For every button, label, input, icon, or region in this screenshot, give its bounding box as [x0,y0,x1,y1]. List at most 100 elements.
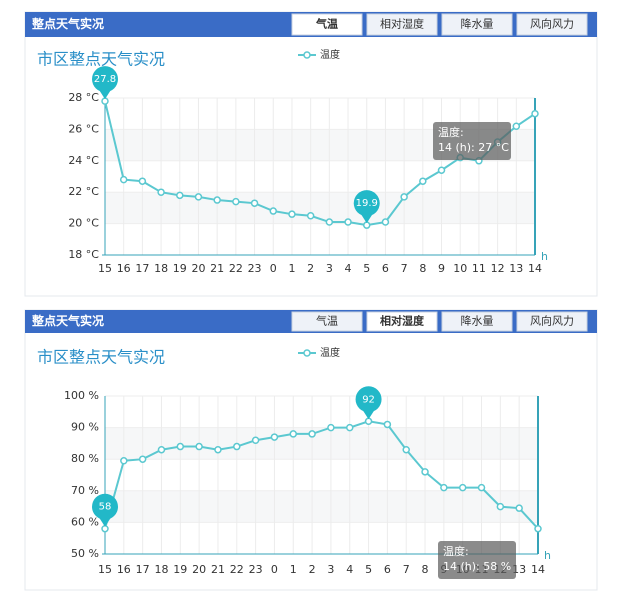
x-tick-label: 22 [230,563,244,576]
point [458,483,467,492]
point [400,193,408,201]
point [512,122,521,131]
header-title: 整点天气实况 [31,16,104,31]
tooltip [433,122,511,160]
tab[interactable] [516,13,588,36]
point [176,442,185,451]
x-tick-label: 20 [191,262,205,275]
x-tick-label: 3 [327,563,334,576]
y-tick-label: 70 % [71,484,99,497]
point [251,436,260,444]
tooltip-text: 14 (h): 58 % [443,560,511,573]
y-tick-label: 22 °C [68,185,99,198]
x-tick-label: 5 [363,262,370,275]
y-tick-label: 18 °C [68,248,99,261]
point [327,423,335,432]
tab[interactable] [516,311,588,332]
x-tick-label: 21 [211,563,225,576]
x-tick-label: 4 [346,563,353,576]
x-tick-label: 6 [382,262,389,275]
pin-label: 19.9 [356,198,378,209]
y-tick-label: 50 % [71,547,99,560]
point [383,420,392,429]
header-title: 整点天气实况 [31,313,104,328]
point [194,193,203,201]
point [269,207,278,215]
y-tick-label: 80 % [71,452,99,465]
x-unit: h [541,250,548,263]
point [288,210,296,218]
y-tick-label: 24 °C [68,154,99,167]
tooltip-text: 温度: [438,125,464,139]
tab-label[interactable]: 气温 [316,314,338,328]
point [440,483,448,492]
tab[interactable] [366,13,438,36]
point [531,109,539,118]
point [157,188,165,196]
tab-label[interactable]: 气温 [315,17,338,31]
point [138,177,147,185]
tab-label[interactable]: 风向风力 [530,17,574,31]
legend-marker [303,349,311,357]
x-tick-label: 15 [98,262,112,275]
tooltip-text: 温度: [443,544,469,558]
point [515,504,523,512]
x-unit: h [544,549,551,562]
point [195,442,203,451]
point [157,445,166,454]
tab-label[interactable]: 相对湿度 [380,314,425,328]
pin [92,66,118,93]
point [214,445,222,454]
x-tick-label: 19 [173,563,187,576]
tab-label[interactable]: 风向风力 [530,314,574,328]
x-tick-label: 1 [288,262,295,275]
tab[interactable] [441,311,513,332]
tab[interactable] [366,311,438,332]
pin-label: 92 [362,394,375,405]
pin-label: 58 [99,502,112,513]
x-tick-label: 0 [271,563,278,576]
point [119,175,128,184]
x-tick-label: 8 [419,262,426,275]
x-tick-label: 22 [229,262,243,275]
tab-label[interactable]: 降水量 [461,314,494,328]
tab-label[interactable]: 降水量 [461,17,494,31]
tab[interactable] [291,13,363,36]
x-tick-label: 2 [307,262,314,275]
point [176,191,184,200]
x-tick-label: 0 [270,262,277,275]
point [477,483,486,492]
point [138,455,147,463]
legend-label: 温度 [320,48,340,61]
tab[interactable] [441,13,513,36]
grid-band [105,490,538,523]
point [232,197,240,206]
chart-title: 市区整点天气实况 [37,50,165,69]
legend-label: 温度 [320,346,340,359]
x-tick-label: 3 [326,262,333,275]
x-tick-label: 13 [509,262,523,275]
tab[interactable] [291,311,363,332]
tooltip [438,541,516,579]
point [421,468,429,476]
point [437,166,446,174]
point [270,433,279,441]
x-tick-label: 9 [438,262,445,275]
x-tick-label: 14 [531,563,545,576]
x-tick-label: 7 [403,563,410,576]
chart-title: 市区整点天气实况 [37,348,165,367]
point [345,423,354,432]
x-tick-label: 23 [249,563,263,576]
y-tick-label: 60 % [71,515,99,528]
y-tick-label: 100 % [64,389,99,402]
x-tick-label: 21 [210,262,224,275]
x-tick-label: 17 [135,262,149,275]
point [306,212,315,220]
tab-label[interactable]: 相对湿度 [380,17,424,31]
x-tick-label: 15 [98,563,112,576]
x-tick-label: 5 [365,563,372,576]
x-tick-label: 23 [248,262,262,275]
x-tick-label: 8 [422,563,429,576]
pin-label: 27.8 [94,74,116,85]
